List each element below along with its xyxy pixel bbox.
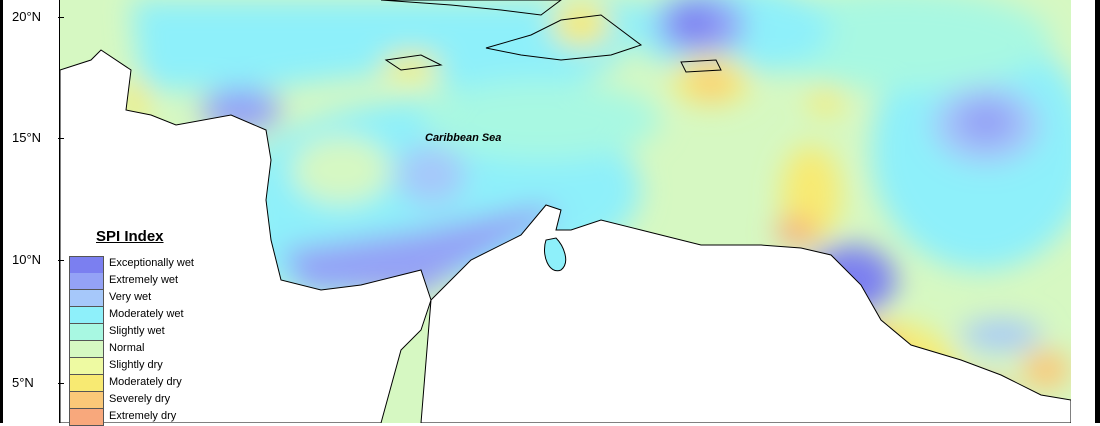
legend-item: Slightly dry: [69, 358, 239, 375]
latitude-text: 20°N: [12, 9, 42, 24]
legend-label: Extremely dry: [109, 410, 177, 422]
latitude-text: 10°N: [12, 252, 42, 267]
frame-edge-left: [0, 0, 3, 423]
legend-title: SPI Index: [96, 228, 164, 245]
legend-swatch: [69, 307, 104, 324]
legend-swatch: [69, 290, 104, 307]
legend-label: Severely dry: [109, 393, 171, 405]
legend-item: Severely dry: [69, 392, 239, 409]
legend-item: Moderately wet: [69, 307, 239, 324]
lake-maracaibo: [544, 237, 567, 272]
spi-field: [60, 0, 1071, 423]
legend-label: Moderately dry: [109, 376, 182, 388]
latitude-label-20n: 20°N: [12, 9, 64, 24]
legend-swatch: [69, 341, 104, 358]
legend-swatch: [69, 256, 104, 274]
legend-items: Exceptionally wet Extremely wet Very wet Mo…: [69, 256, 239, 426]
legend-item: Exceptionally wet: [69, 256, 239, 274]
latitude-label-5n: 5°N: [12, 375, 64, 390]
central-america: [60, 49, 432, 423]
jamaica: [384, 54, 443, 71]
latitude-text: 15°N: [12, 130, 42, 145]
legend-label: Normal: [109, 342, 145, 354]
latitude-label-15n: 15°N: [12, 130, 64, 145]
legend-item: Extremely wet: [69, 273, 239, 290]
frame-edge-right: [1095, 0, 1100, 423]
spi-map: Caribbean Sea: [59, 0, 1071, 423]
land-outlines: [60, 0, 1071, 423]
hispaniola: [485, 14, 643, 61]
latitude-text: 5°N: [12, 375, 34, 390]
legend-item: Moderately dry: [69, 375, 239, 392]
legend-label: Slightly dry: [109, 359, 163, 371]
legend-swatch: [69, 392, 104, 409]
legend-item: Normal: [69, 341, 239, 358]
legend-swatch: [69, 324, 104, 341]
sea-label: Caribbean Sea: [425, 132, 502, 144]
legend-label: Moderately wet: [109, 308, 184, 320]
latitude-label-10n: 10°N: [12, 252, 64, 267]
legend-item: Slightly wet: [69, 324, 239, 341]
legend-swatch: [69, 273, 104, 290]
cuba: [380, 0, 562, 16]
legend-label: Slightly wet: [109, 325, 165, 337]
legend-label: Exceptionally wet: [109, 257, 194, 269]
legend-item: Very wet: [69, 290, 239, 307]
south-america: [420, 204, 1071, 423]
legend-label: Extremely wet: [109, 274, 179, 286]
legend-item: Extremely dry: [69, 409, 239, 426]
legend-label: Very wet: [109, 291, 152, 303]
puerto-rico: [680, 59, 722, 73]
legend-swatch: [69, 375, 104, 392]
legend-swatch: [69, 409, 104, 426]
legend-swatch: [69, 358, 104, 375]
